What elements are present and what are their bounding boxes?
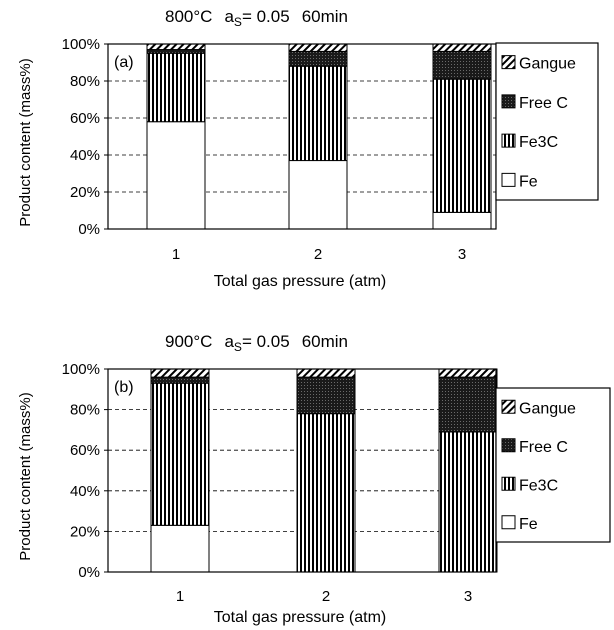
- title-temperature: 800°C: [165, 7, 212, 26]
- legend-swatch-fe: [501, 515, 516, 530]
- legend-label-free-c: Free C: [519, 439, 568, 456]
- y-tick-label: 60%: [70, 442, 100, 459]
- legend-label-gangue: Gangue: [519, 400, 576, 417]
- chart-panel-b: 900°C aS= 0.05 60min 0% 20% 40% 60% 80% 100% 1 2 3 (…: [17, 332, 611, 626]
- bar-segment-gangue: [432, 43, 492, 52]
- bar-segment-fe3c: [146, 52, 206, 123]
- legend-label-free-c: Free C: [519, 95, 568, 112]
- y-tick-label: 40%: [70, 147, 100, 164]
- legend-label-fe3c: Fe3C: [519, 134, 558, 151]
- x-tick-label: 1: [176, 588, 184, 605]
- bar-segment-gangue: [150, 368, 210, 378]
- bar-segment-gangue: [438, 368, 498, 378]
- x-tick-label: 1: [172, 246, 180, 263]
- y-tick-label: 60%: [70, 110, 100, 127]
- legend-swatch-fe3c: [501, 133, 516, 148]
- y-tick-label: 80%: [70, 402, 100, 419]
- title-activity-symbol: a: [224, 332, 234, 351]
- y-tick-label: 80%: [70, 73, 100, 90]
- y-axis-title: Product content (mass%): [17, 58, 34, 226]
- bar-segment-free-c: [150, 376, 210, 384]
- legend-label-fe: Fe: [519, 173, 538, 190]
- bar-segment-fe3c: [150, 382, 210, 526]
- legend-swatch-fe: [501, 172, 516, 187]
- bar-segment-gangue: [296, 368, 356, 378]
- legend: Gangue Free C Fe3C Fe: [495, 387, 611, 543]
- title-activity-subscript: S: [234, 15, 242, 29]
- bar-segment-fe: [288, 160, 348, 230]
- x-tick-label: 2: [314, 246, 322, 263]
- x-tick-label: 2: [322, 588, 330, 605]
- bar-segment-fe: [146, 121, 206, 230]
- legend: Gangue Free C Fe3C Fe: [495, 42, 599, 201]
- legend-swatch-gangue: [501, 55, 516, 70]
- title-time: 60min: [302, 7, 348, 26]
- y-tick-label: 20%: [70, 184, 100, 201]
- legend-swatch-free-c: [501, 438, 516, 453]
- chart-title: 800°C aS= 0.05 60min: [165, 7, 348, 29]
- y-tick-label: 100%: [62, 361, 100, 378]
- bar-segment-fe3c: [296, 413, 356, 573]
- title-activity-symbol: a: [224, 7, 234, 26]
- bar-segment-fe3c: [432, 78, 492, 213]
- panel-label: (a): [114, 54, 134, 71]
- title-time: 60min: [302, 332, 348, 351]
- y-tick-label: 20%: [70, 523, 100, 540]
- bar-segment-fe3c: [438, 431, 498, 573]
- y-tick-label: 100%: [62, 36, 100, 53]
- y-tick-label: 0%: [78, 221, 100, 238]
- bar-segment-fe3c: [288, 65, 348, 162]
- bar-segment-fe: [150, 524, 210, 573]
- chart-panel-a: 800°C aS= 0.05 60min 0% 20% 40% 60% 80% 100% 1 2 3 (…: [17, 7, 599, 290]
- chart-title: 900°C aS= 0.05 60min: [165, 332, 348, 354]
- legend-swatch-fe3c: [501, 476, 516, 491]
- bar-segment-free-c: [288, 50, 348, 67]
- x-axis-title: Total gas pressure (atm): [214, 609, 387, 626]
- y-axis-title: Product content (mass%): [17, 392, 34, 560]
- legend-label-gangue: Gangue: [519, 56, 576, 73]
- bar-segment-free-c: [146, 49, 206, 54]
- title-temperature: 900°C: [165, 332, 212, 351]
- legend-swatch-free-c: [501, 94, 516, 109]
- bar-segment-gangue: [146, 43, 206, 51]
- x-axis-title: Total gas pressure (atm): [214, 273, 387, 290]
- y-tick-label: 0%: [78, 564, 100, 581]
- legend-swatch-gangue: [501, 399, 516, 414]
- bar-segment-free-c: [438, 376, 498, 433]
- bar-segment-free-c: [296, 376, 356, 415]
- legend-label-fe: Fe: [519, 516, 538, 533]
- panel-label: (b): [114, 379, 134, 396]
- x-tick-label: 3: [458, 246, 466, 263]
- bar-segment-gangue: [288, 43, 348, 52]
- title-activity-subscript: S: [234, 340, 242, 354]
- title-activity-value: = 0.05: [242, 332, 290, 351]
- bar-segment-free-c: [432, 50, 492, 80]
- bar-segment-fe: [432, 211, 492, 230]
- y-tick-label: 40%: [70, 483, 100, 500]
- title-activity-value: = 0.05: [242, 7, 290, 26]
- legend-label-fe3c: Fe3C: [519, 477, 558, 494]
- x-tick-label: 3: [464, 588, 472, 605]
